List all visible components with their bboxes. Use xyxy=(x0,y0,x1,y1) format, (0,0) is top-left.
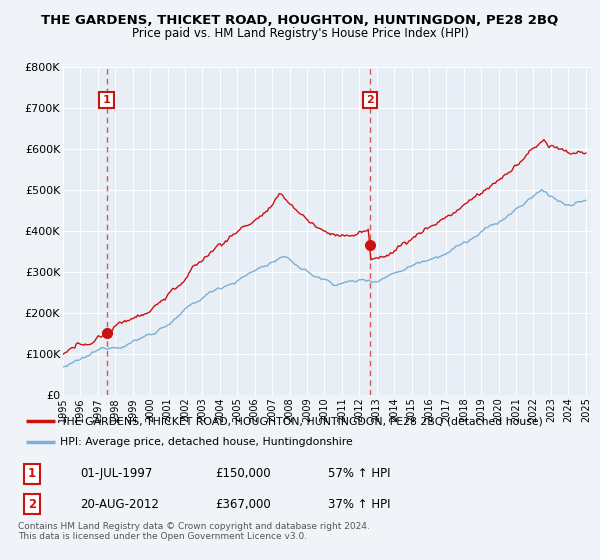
Text: 20-AUG-2012: 20-AUG-2012 xyxy=(80,498,159,511)
Text: THE GARDENS, THICKET ROAD, HOUGHTON, HUNTINGDON, PE28 2BQ: THE GARDENS, THICKET ROAD, HOUGHTON, HUN… xyxy=(41,14,559,27)
Text: 1: 1 xyxy=(28,467,36,480)
Text: 37% ↑ HPI: 37% ↑ HPI xyxy=(328,498,391,511)
Text: Contains HM Land Registry data © Crown copyright and database right 2024.
This d: Contains HM Land Registry data © Crown c… xyxy=(18,522,370,542)
Text: 57% ↑ HPI: 57% ↑ HPI xyxy=(328,467,391,480)
Text: 01-JUL-1997: 01-JUL-1997 xyxy=(80,467,152,480)
Text: THE GARDENS, THICKET ROAD, HOUGHTON, HUNTINGDON, PE28 2BQ (detached house): THE GARDENS, THICKET ROAD, HOUGHTON, HUN… xyxy=(60,417,543,426)
Text: 1: 1 xyxy=(103,95,110,105)
Text: HPI: Average price, detached house, Huntingdonshire: HPI: Average price, detached house, Hunt… xyxy=(60,437,353,447)
Text: 2: 2 xyxy=(28,498,36,511)
Text: Price paid vs. HM Land Registry's House Price Index (HPI): Price paid vs. HM Land Registry's House … xyxy=(131,27,469,40)
Text: 2: 2 xyxy=(367,95,374,105)
Text: £367,000: £367,000 xyxy=(215,498,271,511)
Text: £150,000: £150,000 xyxy=(215,467,271,480)
